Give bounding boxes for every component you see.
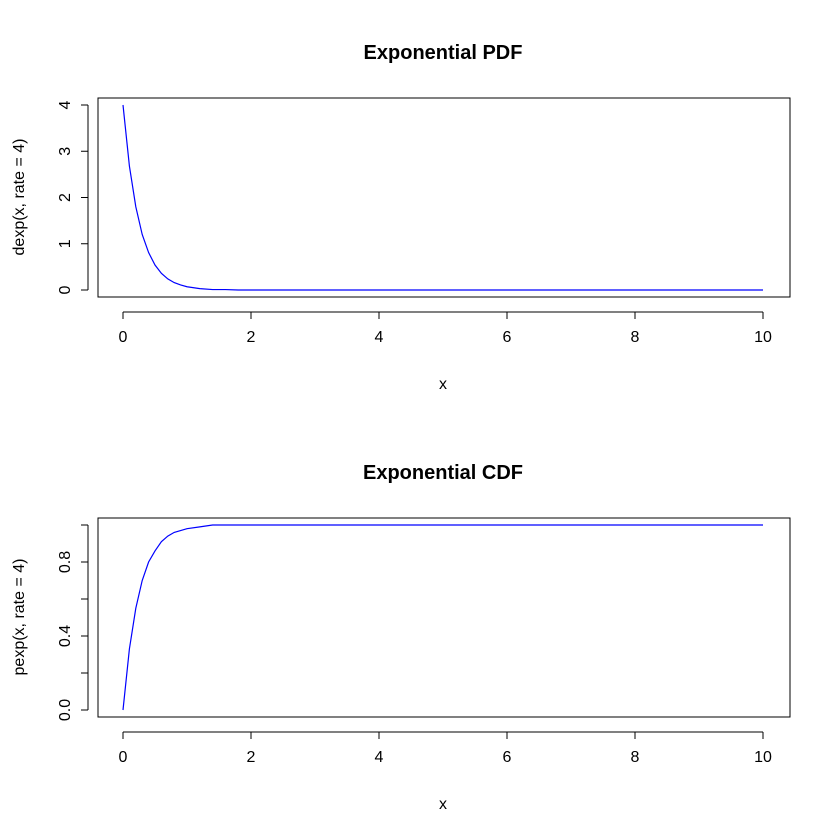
pdf-series-line (122, 104, 763, 291)
pdf-plot-frame (97, 97, 791, 298)
cdf-y-tick-label: 0.8 (57, 551, 74, 573)
pdf-y-tick-label: 0 (57, 285, 74, 294)
cdf-chart-title: Exponential CDF (363, 462, 523, 484)
pdf-y-axis-label: dexp(x, rate = 4) (11, 139, 28, 256)
cdf-x-tick-label: 0 (119, 749, 128, 766)
cdf-x-tick-label: 8 (631, 749, 640, 766)
cdf-chart-panel: Exponential CDF 0 2 4 6 8 10 0.0 0.4 0.8 x pexp… (11, 462, 791, 813)
cdf-x-axis: 0 2 4 6 8 10 (119, 731, 772, 766)
cdf-x-tick-label: 2 (247, 749, 256, 766)
pdf-x-tick-label: 10 (754, 329, 772, 346)
pdf-x-tick-label: 4 (375, 329, 384, 346)
cdf-plot-frame (97, 517, 791, 718)
pdf-x-tick-label: 0 (119, 329, 128, 346)
cdf-x-tick-label: 10 (754, 749, 772, 766)
pdf-chart-panel: Exponential PDF 0 2 4 6 8 10 0 1 2 3 4 x dexp(x, … (11, 42, 791, 393)
pdf-x-axis-label: x (439, 376, 447, 393)
cdf-x-tick-label: 6 (503, 749, 512, 766)
pdf-y-tick-label: 4 (57, 100, 74, 109)
cdf-y-axis-label: pexp(x, rate = 4) (11, 559, 28, 676)
cdf-y-tick-label: 0.4 (57, 625, 74, 647)
pdf-x-axis: 0 2 4 6 8 10 (119, 311, 772, 346)
cdf-x-tick-label: 4 (375, 749, 384, 766)
pdf-y-tick-label: 2 (57, 193, 74, 202)
cdf-y-axis: 0.0 0.4 0.8 (57, 524, 89, 721)
cdf-y-tick-label: 0.0 (57, 699, 74, 721)
pdf-x-tick-label: 2 (247, 329, 256, 346)
cdf-x-axis-label: x (439, 796, 447, 813)
pdf-y-tick-label: 3 (57, 147, 74, 156)
pdf-y-tick-label: 1 (57, 239, 74, 248)
cdf-series-line (122, 524, 763, 711)
pdf-y-axis: 0 1 2 3 4 (57, 100, 89, 294)
pdf-x-tick-label: 8 (631, 329, 640, 346)
pdf-x-tick-label: 6 (503, 329, 512, 346)
cdf-series (122, 524, 763, 711)
pdf-chart-title: Exponential PDF (364, 42, 523, 64)
pdf-series (122, 104, 763, 291)
